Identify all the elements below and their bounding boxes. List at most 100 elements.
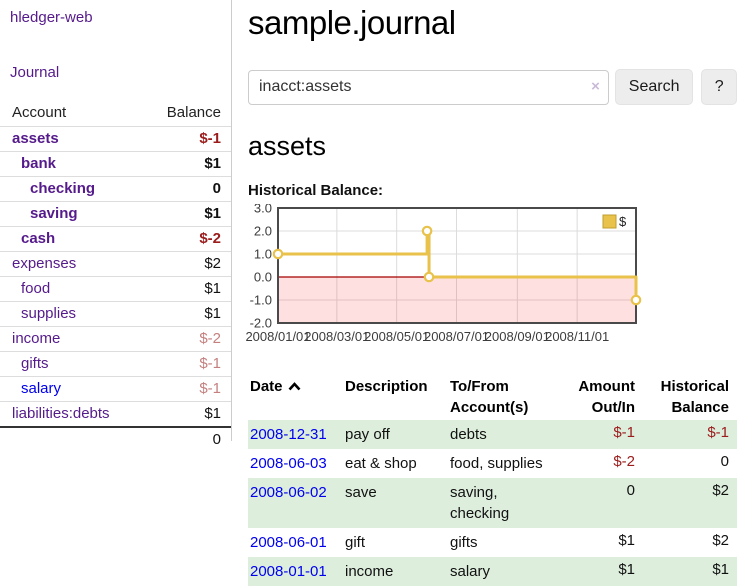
account-balance: $1	[141, 301, 231, 327]
account-row: gifts $-1	[0, 351, 231, 377]
transaction-amount: $-2	[613, 453, 635, 470]
transaction-amount: $1	[618, 561, 635, 578]
transaction-row: 2008-06-01 gift gifts $1 $2	[248, 528, 737, 557]
column-header-to-from-account-s-[interactable]: To/From Account(s)	[450, 378, 529, 416]
transaction-description: eat & shop	[345, 455, 417, 472]
transaction-description: save	[345, 484, 377, 501]
transaction-balance: 0	[720, 453, 729, 470]
transaction-amount: $-1	[613, 424, 635, 441]
account-link[interactable]: salary	[21, 380, 62, 397]
transaction-date-link[interactable]: 2008-06-03	[250, 455, 327, 472]
transaction-date-link[interactable]: 2008-06-01	[250, 534, 327, 551]
transaction-row: 2008-01-01 income salary $1 $1	[248, 557, 737, 586]
help-button[interactable]: ?	[701, 69, 738, 105]
chart-heading: Historical Balance:	[248, 182, 384, 199]
accounts-total: 0	[141, 426, 231, 452]
account-link[interactable]: assets	[12, 130, 59, 147]
search-input[interactable]	[248, 69, 609, 105]
transaction-date-link[interactable]: 2008-12-31	[250, 426, 327, 443]
transaction-row: 2008-06-02 save saving, checking 0 $2	[248, 478, 737, 528]
transaction-amount: $1	[618, 532, 635, 549]
account-link[interactable]: liabilities:debts	[12, 405, 110, 422]
account-link[interactable]: bank	[21, 155, 57, 172]
nav-journal-link[interactable]: Journal	[10, 64, 60, 81]
svg-text:3.0: 3.0	[254, 204, 272, 216]
account-balance: $1	[141, 401, 231, 427]
account-balance: $-2	[141, 326, 231, 352]
transaction-description: income	[345, 563, 394, 580]
account-link[interactable]: checking	[30, 180, 96, 197]
transaction-accounts: food, supplies	[450, 455, 543, 472]
historical-balance-chart[interactable]: $3.0 2.0 1.0 0.0 -1.0 -2.0 2008/01/01 2008/03/0…	[238, 201, 737, 361]
svg-text:2008/03/01: 2008/03/01	[304, 329, 369, 344]
account-link[interactable]: saving	[30, 205, 78, 222]
svg-text:-1.0: -1.0	[250, 293, 272, 308]
transaction-date-link[interactable]: 2008-06-02	[250, 484, 327, 501]
svg-text:2.0: 2.0	[254, 224, 272, 239]
account-link[interactable]: income	[12, 330, 61, 347]
svg-text:2008/07/01: 2008/07/01	[424, 329, 489, 344]
column-header-amount-out-in[interactable]: Amount Out/In	[578, 378, 635, 416]
clear-search-icon[interactable]: ×	[591, 77, 600, 95]
account-row: checking 0	[0, 176, 231, 202]
account-link[interactable]: supplies	[21, 305, 77, 322]
svg-text:$: $	[619, 214, 627, 229]
search-box: ×	[248, 69, 609, 105]
account-row: liabilities:debts $1	[0, 401, 231, 427]
account-heading: assets	[248, 131, 327, 161]
account-row: supplies $1	[0, 301, 231, 327]
transactions-table: Date Description To/From Account(s) Amount …	[248, 374, 737, 586]
accounts-table: Account Balance assets $-1 bank $1 checking 0…	[0, 101, 231, 452]
transaction-accounts: saving, checking	[450, 484, 510, 522]
account-row: saving $1	[0, 201, 231, 227]
search-form: × Search ?	[248, 69, 738, 105]
accounts-header-account: Account	[12, 104, 67, 121]
transaction-description: gift	[345, 534, 366, 551]
account-balance: $-1	[141, 126, 231, 152]
transaction-row: 2008-06-03 eat & shop food, supplies $-2 0	[248, 449, 737, 478]
account-row: assets $-1	[0, 126, 231, 152]
transaction-row: 2008-12-31 pay off debts $-1 $-1	[248, 420, 737, 449]
accounts-total-row: 0	[0, 426, 231, 452]
transaction-date-link[interactable]: 2008-01-01	[250, 563, 327, 580]
search-button[interactable]: Search	[614, 69, 694, 105]
account-row: food $1	[0, 276, 231, 302]
transaction-description: pay off	[345, 426, 390, 443]
account-row: income $-2	[0, 326, 231, 352]
transaction-accounts: salary	[450, 563, 491, 580]
column-header-historical-balance[interactable]: Historical Balance	[660, 378, 729, 416]
account-row: salary $-1	[0, 376, 231, 402]
svg-text:2008/05/01: 2008/05/01	[364, 329, 429, 344]
svg-text:1.0: 1.0	[254, 247, 272, 262]
column-header-description[interactable]: Description	[345, 378, 428, 395]
transaction-balance: $2	[712, 532, 729, 549]
accounts-header-row: Account Balance	[0, 101, 231, 127]
main-content: sample.journal × Search ? assets Histori…	[245, 0, 738, 586]
svg-text:2008/01/01: 2008/01/01	[245, 329, 310, 344]
account-row: cash $-2	[0, 226, 231, 252]
account-balance: $1	[141, 201, 231, 227]
account-link[interactable]: expenses	[12, 255, 77, 272]
account-row: bank $1	[0, 151, 231, 177]
svg-text:-2.0: -2.0	[250, 316, 272, 331]
transaction-accounts: debts	[450, 426, 487, 443]
account-link[interactable]: food	[21, 280, 51, 297]
account-balance: 0	[141, 176, 231, 202]
app-title[interactable]: hledger-web	[10, 9, 93, 26]
account-balance: $-2	[141, 226, 231, 252]
column-header-date[interactable]: Date	[248, 374, 343, 420]
svg-text:2008/09/01: 2008/09/01	[485, 329, 550, 344]
svg-text:0.0: 0.0	[254, 270, 272, 285]
transaction-balance: $2	[712, 482, 729, 499]
transaction-amount: 0	[626, 482, 635, 499]
account-link[interactable]: gifts	[21, 355, 49, 372]
transactions-header-row: Date Description To/From Account(s) Amount …	[248, 374, 737, 420]
account-balance: $1	[141, 151, 231, 177]
transaction-balance: $-1	[707, 424, 729, 441]
svg-text:2008/11/01: 2008/11/01	[545, 329, 609, 344]
account-link[interactable]: cash	[21, 230, 56, 247]
transaction-balance: $1	[712, 561, 729, 578]
account-balance: $-1	[141, 351, 231, 377]
account-row: expenses $2	[0, 251, 231, 277]
account-balance: $-1	[141, 376, 231, 402]
